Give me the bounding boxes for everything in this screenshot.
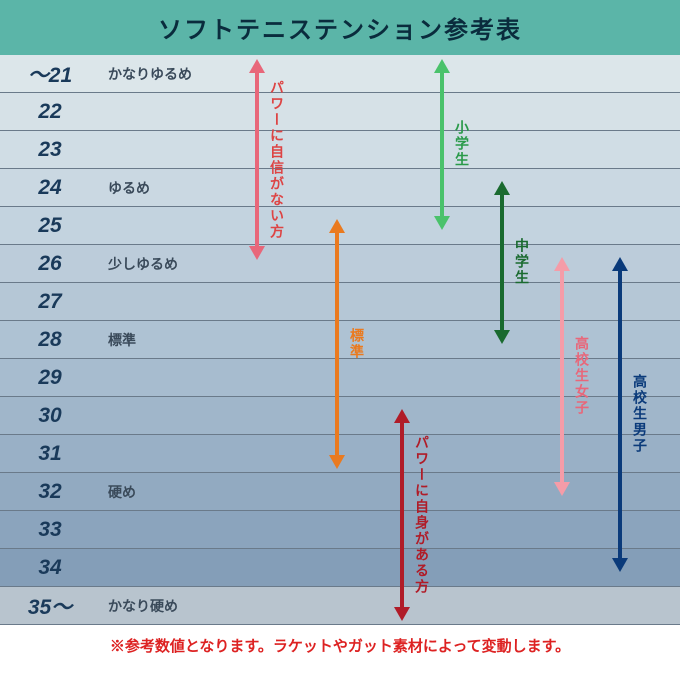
- tension-label: かなりゆるめ: [100, 64, 192, 84]
- tension-value: 25: [0, 214, 100, 238]
- footnote: ※参考数値となります。ラケットやガット素材によって変動します。: [0, 625, 680, 656]
- tension-value: 33: [0, 518, 100, 542]
- tension-label: 標準: [100, 330, 136, 350]
- tension-label: かなり硬め: [100, 596, 178, 616]
- tension-value: 31: [0, 442, 100, 466]
- tension-value: 35～: [0, 591, 100, 621]
- tension-value: 29: [0, 366, 100, 390]
- tension-label: ゆるめ: [100, 178, 150, 198]
- tension-row: 33: [0, 511, 680, 549]
- range-arrow-power-low: パワーに自信がない方: [255, 59, 259, 260]
- tension-row: 32硬め: [0, 473, 680, 511]
- tension-label: 硬め: [100, 482, 136, 502]
- tension-row: 26少しゆるめ: [0, 245, 680, 283]
- tension-row: 27: [0, 283, 680, 321]
- chart-body: ～21かなりゆるめ222324ゆるめ2526少しゆるめ2728標準2930313…: [0, 55, 680, 625]
- range-arrow-power-high: パワーに自身がある方: [400, 409, 404, 621]
- tension-row: 34: [0, 549, 680, 587]
- range-label: 小学生: [452, 120, 472, 168]
- tension-row: 35～かなり硬め: [0, 587, 680, 625]
- range-arrow-standard: 標準: [335, 219, 339, 469]
- tension-value: ～21: [0, 59, 100, 89]
- range-arrow-junior: 中学生: [500, 181, 504, 344]
- range-label: パワーに自信がない方: [267, 80, 287, 240]
- tension-value: 30: [0, 404, 100, 428]
- tension-value: 32: [0, 480, 100, 504]
- range-label: 中学生: [512, 238, 532, 286]
- tension-value: 24: [0, 176, 100, 200]
- tension-value: 34: [0, 556, 100, 580]
- range-arrow-hs-boys: 高校生男子: [618, 257, 622, 572]
- range-arrow-hs-girls: 高校生女子: [560, 257, 564, 496]
- tension-chart: ソフトテニステンション参考表 ～21かなりゆるめ222324ゆるめ2526少しゆ…: [0, 0, 680, 680]
- tension-row: 22: [0, 93, 680, 131]
- range-label: パワーに自身がある方: [412, 435, 432, 595]
- tension-value: 23: [0, 138, 100, 162]
- tension-row: 24ゆるめ: [0, 169, 680, 207]
- tension-value: 27: [0, 290, 100, 314]
- tension-value: 28: [0, 328, 100, 352]
- range-label: 標準: [347, 328, 367, 360]
- tension-label: 少しゆるめ: [100, 254, 178, 274]
- range-label: 高校生男子: [630, 374, 650, 454]
- tension-row: ～21かなりゆるめ: [0, 55, 680, 93]
- range-arrow-elementary: 小学生: [440, 59, 444, 230]
- tension-value: 26: [0, 252, 100, 276]
- chart-title: ソフトテニステンション参考表: [0, 0, 680, 55]
- tension-value: 22: [0, 100, 100, 124]
- range-label: 高校生女子: [572, 336, 592, 416]
- tension-row: 23: [0, 131, 680, 169]
